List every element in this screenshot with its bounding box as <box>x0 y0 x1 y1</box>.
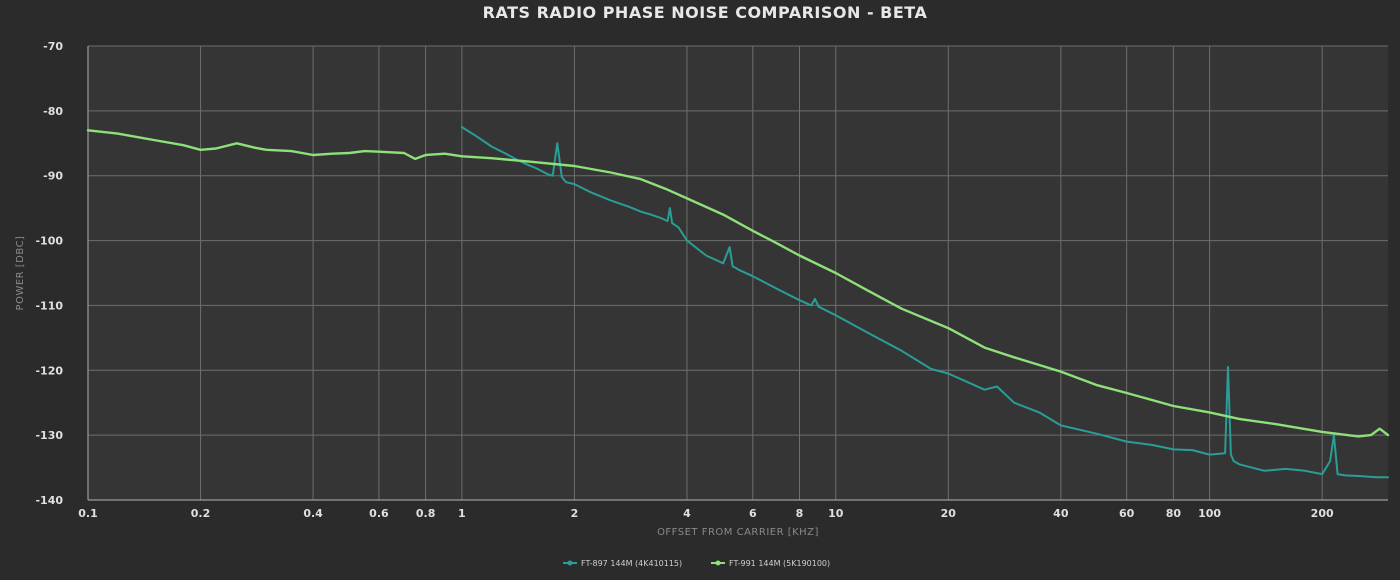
x-tick-label: 40 <box>1053 507 1069 520</box>
x-tick-label: 200 <box>1311 507 1334 520</box>
y-tick-label: -130 <box>35 429 63 442</box>
x-tick-label: 2 <box>571 507 579 520</box>
x-tick-label: 0.6 <box>369 507 389 520</box>
series-line-ft991 <box>86 129 1390 438</box>
y-tick-label: -100 <box>35 235 63 248</box>
plot-area <box>88 46 1388 500</box>
y-tick-label: -90 <box>43 170 63 183</box>
x-tick-label: 6 <box>749 507 757 520</box>
y-tick-label: -120 <box>35 364 63 377</box>
legend-item-ft897[interactable]: FT-897 144M (4K410115) <box>563 559 682 568</box>
y-tick-label: -140 <box>35 494 63 507</box>
x-tick-label: 4 <box>683 507 691 520</box>
series-lines <box>86 126 1390 479</box>
x-tick-label: 8 <box>796 507 804 520</box>
y-tick-label: -70 <box>43 40 63 53</box>
y-axis-title: POWER [DBC] <box>15 236 26 311</box>
x-tick-label: 0.8 <box>416 507 436 520</box>
x-tick-label: 1 <box>458 507 466 520</box>
series-line-ft897 <box>460 126 1389 479</box>
x-tick-label: 0.1 <box>78 507 98 520</box>
legend: FT-897 144M (4K410115) FT-991 144M (5K19… <box>563 559 830 568</box>
legend-marker-ft897 <box>567 560 573 566</box>
chart-title: RATS RADIO PHASE NOISE COMPARISON - BETA <box>483 3 928 22</box>
legend-item-ft991[interactable]: FT-991 144M (5K190100) <box>711 559 830 568</box>
x-tick-label: 60 <box>1119 507 1135 520</box>
x-tick-label: 0.2 <box>191 507 211 520</box>
x-tick-label: 80 <box>1166 507 1182 520</box>
x-tick-label: 20 <box>941 507 957 520</box>
y-tick-label: -110 <box>35 299 63 312</box>
x-tick-label: 10 <box>828 507 844 520</box>
x-tick-label: 100 <box>1198 507 1221 520</box>
legend-label-ft991: FT-991 144M (5K190100) <box>729 559 830 568</box>
legend-marker-ft991 <box>715 560 721 566</box>
tick-labels: 0.1 0.2 0.4 0.6 0.8 1 2 4 6 8 10 20 40 60 80 100 200 -140… <box>35 40 1334 520</box>
x-axis-title: OFFSET FROM CARRIER [KHZ] <box>657 527 819 538</box>
grid <box>87 45 1388 501</box>
x-tick-label: 0.4 <box>303 507 323 520</box>
y-tick-label: -80 <box>43 105 63 118</box>
legend-label-ft897: FT-897 144M (4K410115) <box>581 559 682 568</box>
